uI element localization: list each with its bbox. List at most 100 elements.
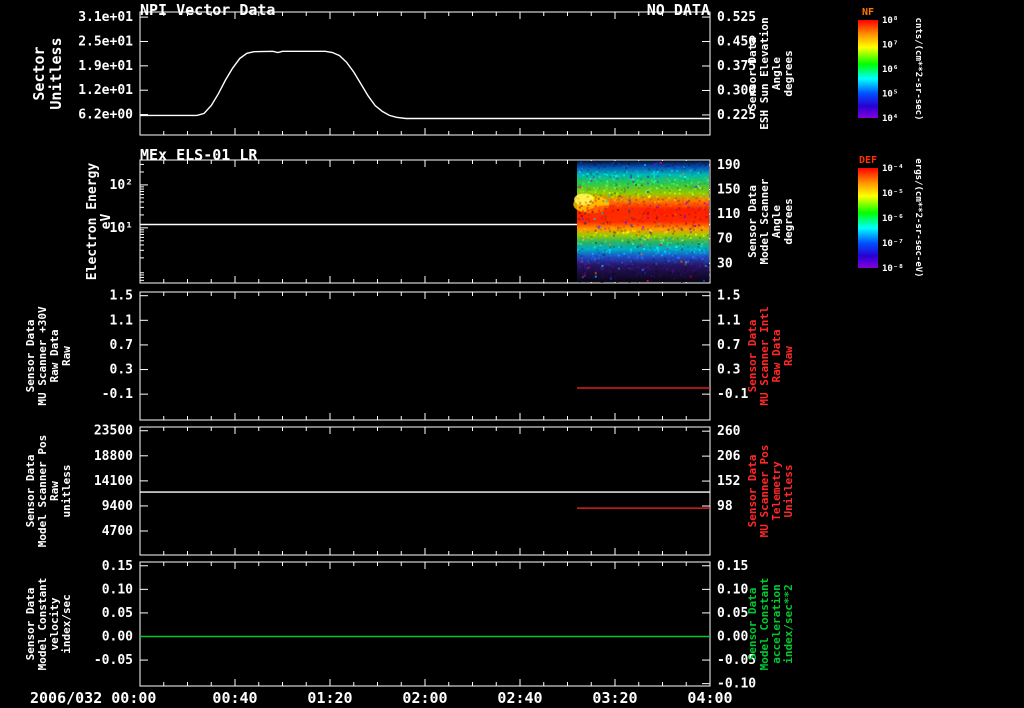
ytick-label-right: -0.05 bbox=[717, 653, 756, 668]
x-axis-start-label: 2006/032 00:00 bbox=[30, 689, 156, 707]
panel-npi-title: NPI Vector Data bbox=[140, 1, 276, 19]
x-axis-tick-label: 04:00 bbox=[687, 689, 732, 707]
ytick-label-right: 110 bbox=[717, 207, 741, 222]
x-axis-tick-label: 01:20 bbox=[307, 689, 352, 707]
ytick-label-right: 0.10 bbox=[717, 582, 748, 597]
ytick-label-left: 6.2e+00 bbox=[78, 108, 133, 123]
colorbar-unit-label: ergs/(cm**2-sr-sec-eV) bbox=[913, 158, 923, 277]
colorbar-tick-label: 10⁸ bbox=[882, 16, 898, 26]
ytick-label-right: 152 bbox=[717, 474, 740, 489]
axis-label: Angle bbox=[770, 57, 783, 90]
colorbar-title: NF bbox=[862, 7, 874, 18]
ytick-label-right: 0.225 bbox=[717, 108, 756, 123]
axis-label: Sensor Data bbox=[24, 320, 37, 393]
ytick-label-left: 0.3 bbox=[110, 363, 133, 378]
ytick-label-left: 0.10 bbox=[102, 582, 133, 597]
ytick-label-left: 23500 bbox=[94, 424, 133, 439]
ytick-label-right: 260 bbox=[717, 424, 741, 439]
ytick-label-right: 0.450 bbox=[717, 35, 756, 50]
ytick-label-right: 30 bbox=[717, 256, 733, 271]
axis-label: eV bbox=[99, 214, 114, 230]
axis-label: MU Scanner Intl bbox=[758, 306, 771, 405]
colorbar-tick-label: 10⁻⁷ bbox=[882, 239, 904, 249]
series-sector bbox=[140, 50, 710, 120]
ytick-label-right: 150 bbox=[717, 183, 741, 198]
axis-label: Model Constant bbox=[36, 578, 49, 671]
ytick-label-right: 1.1 bbox=[717, 313, 741, 328]
ytick-label-left: 1.2e+01 bbox=[78, 83, 133, 98]
ytick-label-right: 0.7 bbox=[717, 338, 740, 353]
axis-label: degrees bbox=[782, 50, 795, 96]
axis-label: MU Scanner +30V bbox=[36, 306, 49, 406]
colorbar-DEF-bar bbox=[858, 168, 878, 268]
axis-label: Raw Data bbox=[770, 330, 783, 383]
axis-label: MU Scanner Pos bbox=[758, 445, 771, 538]
axis-label: Sensor Data bbox=[746, 185, 759, 258]
x-axis-tick-label: 02:40 bbox=[497, 689, 542, 707]
colorbar-DEF: DEF 10⁻⁴ 10⁻⁵ 10⁻⁶ 10⁻⁷ 10⁻⁸ ergs/(cm**2-sr-se… bbox=[858, 155, 923, 278]
ytick-label-left: 0.7 bbox=[110, 338, 133, 353]
axis-label: Raw bbox=[48, 481, 61, 501]
axis-label: Sensor Data bbox=[24, 455, 37, 528]
ytick-label-left: 3.1e+01 bbox=[78, 10, 133, 25]
panel-npi-sector-frame bbox=[139, 11, 711, 136]
axis-label: Sensor Data bbox=[746, 37, 759, 110]
ytick-label-right: 70 bbox=[717, 232, 733, 247]
panel-model-constant-velocity: -0.05 0.00 0.05 0.10 0.15 -0.10 -0.05 0.00 0.05 0… bbox=[24, 559, 795, 692]
colorbar-tick-label: 10⁻⁴ bbox=[882, 164, 904, 174]
ytick-label-left: 14100 bbox=[94, 474, 133, 489]
x-axis-tick-label: 03:20 bbox=[592, 689, 637, 707]
axis-label: Raw Data bbox=[48, 330, 61, 383]
colorbar-tick-label: 10⁶ bbox=[882, 65, 898, 75]
ytick-label-right: 0.525 bbox=[717, 10, 756, 25]
no-data-label: NO DATA bbox=[646, 1, 710, 19]
axis-label: Unitless bbox=[782, 465, 795, 518]
ytick-label-left: 1.1 bbox=[110, 313, 134, 328]
ytick-label-left: 9400 bbox=[102, 499, 133, 514]
ytick-label-right: -0.1 bbox=[717, 387, 748, 402]
ytick-label-left: 0.00 bbox=[102, 629, 133, 644]
panel-model-scanner-pos: 4700 9400 14100 18800 23500 98 152 206 260 Sensor… bbox=[24, 424, 795, 556]
colorbar-tick-label: 10⁻⁶ bbox=[882, 214, 904, 224]
axis-label: Raw bbox=[60, 346, 73, 366]
ytick-label-left: 1.9e+01 bbox=[78, 59, 133, 74]
ytick-label-left: 0.05 bbox=[102, 606, 133, 621]
ytick-label-left: 10¹ bbox=[110, 221, 133, 236]
colorbar-tick-label: 10⁴ bbox=[882, 114, 898, 124]
ytick-label-right: 98 bbox=[717, 499, 733, 514]
ytick-label-right: 206 bbox=[717, 449, 741, 464]
ytick-label-right: 0.05 bbox=[717, 606, 748, 621]
panel-model-scanner-pos-frame bbox=[139, 426, 711, 556]
ytick-label-left: 10² bbox=[110, 178, 133, 193]
axis-label: index/sec bbox=[60, 594, 73, 654]
ytick-label-right: 0.375 bbox=[717, 59, 756, 74]
ytick-label-left: 1.5 bbox=[110, 289, 133, 304]
axis-label: Sector bbox=[30, 46, 48, 100]
axis-label: Angle bbox=[770, 205, 783, 238]
ytick-label-left: 4700 bbox=[102, 524, 133, 539]
ytick-label-right: -0.10 bbox=[717, 677, 756, 692]
axis-label: Model Scanner Pos bbox=[36, 435, 49, 548]
ytick-label-left: -0.05 bbox=[94, 653, 133, 668]
ytick-label-left: 0.15 bbox=[102, 559, 133, 574]
axis-label: Sensor Data bbox=[746, 588, 759, 661]
x-axis-tick-label: 02:00 bbox=[402, 689, 447, 707]
ytick-label-right: 0.15 bbox=[717, 559, 748, 574]
panel-model-constant-velocity-frame bbox=[139, 561, 711, 687]
colorbar-tick-label: 10⁻⁵ bbox=[882, 189, 904, 199]
axis-label: degrees bbox=[782, 198, 795, 244]
colorbar-tick-label: 10⁷ bbox=[882, 41, 898, 51]
axis-label: velocity bbox=[48, 597, 61, 650]
ytick-label-right: 1.5 bbox=[717, 289, 740, 304]
x-axis-tick-label: 00:40 bbox=[212, 689, 257, 707]
axis-label: Sensor Data bbox=[746, 455, 759, 528]
axis-label: Telemetry bbox=[770, 461, 783, 521]
axis-label: Unitless bbox=[47, 37, 65, 109]
colorbar-NF: NF 10⁸ 10⁷ 10⁶ 10⁵ 10⁴ cnts/(cm**2-sr-sec) bbox=[858, 7, 923, 124]
axis-label: Sensor Data bbox=[746, 320, 759, 393]
colorbar-title: DEF bbox=[859, 155, 877, 166]
axis-label: unitless bbox=[60, 465, 73, 518]
ytick-label-right: 0.3 bbox=[717, 363, 740, 378]
ytick-label-left: 18800 bbox=[94, 449, 133, 464]
